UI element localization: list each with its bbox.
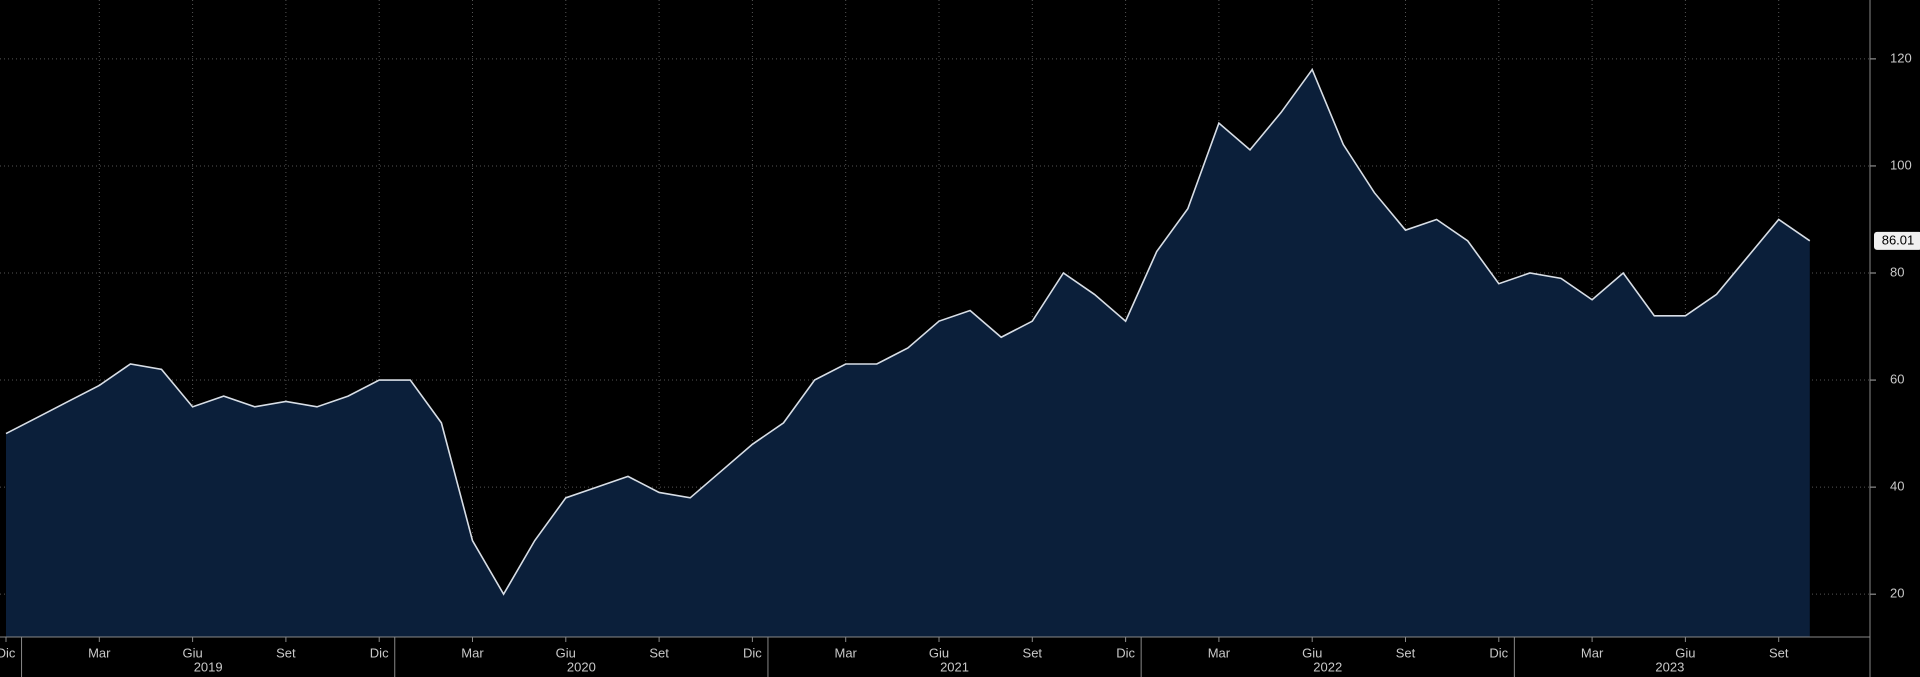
year-label: 2023 [1655, 659, 1684, 674]
y-tick-label: 100 [1890, 157, 1912, 172]
x-tick-label: Set [276, 645, 296, 660]
x-tick-label: Mar [461, 645, 484, 660]
x-tick-label: Mar [88, 645, 111, 660]
last-value-box [1874, 231, 1920, 250]
area [6, 69, 1810, 637]
year-label: 2021 [940, 659, 969, 674]
y-tick-label: 40 [1890, 479, 1904, 494]
x-tick-label: Set [1769, 645, 1789, 660]
x-tick-label: Dic [370, 645, 389, 660]
x-tick-label: Set [649, 645, 669, 660]
x-tick-label: Dic [743, 645, 762, 660]
y-tick-label: 120 [1890, 50, 1912, 65]
year-label: 2022 [1313, 659, 1342, 674]
x-tick-label: Dic [1116, 645, 1135, 660]
last-value-label: 86.01 [1882, 232, 1915, 247]
x-tick-label: Giu [556, 645, 576, 660]
x-tick-label: Giu [1302, 645, 1322, 660]
x-tick-label: Set [1023, 645, 1043, 660]
x-axis-band [0, 637, 1920, 677]
x-tick-label: Dic [1489, 645, 1508, 660]
line [5, 67, 1811, 596]
x-tick-label: Mar [1208, 645, 1231, 660]
x-tick-label: Dic [0, 645, 16, 660]
x-tick-label: Giu [1675, 645, 1695, 660]
y-tick-label: 60 [1890, 371, 1904, 386]
x-tick-label: Mar [835, 645, 858, 660]
x-tick-label: Set [1396, 645, 1416, 660]
year-label: 2020 [567, 659, 596, 674]
x-tick-label: Mar [1581, 645, 1604, 660]
y-tick-label: 80 [1890, 264, 1904, 279]
x-tick-label: Giu [182, 645, 202, 660]
x-tick-label: Giu [929, 645, 949, 660]
y-tick-label: 20 [1890, 586, 1904, 601]
year-label: 2019 [194, 659, 223, 674]
